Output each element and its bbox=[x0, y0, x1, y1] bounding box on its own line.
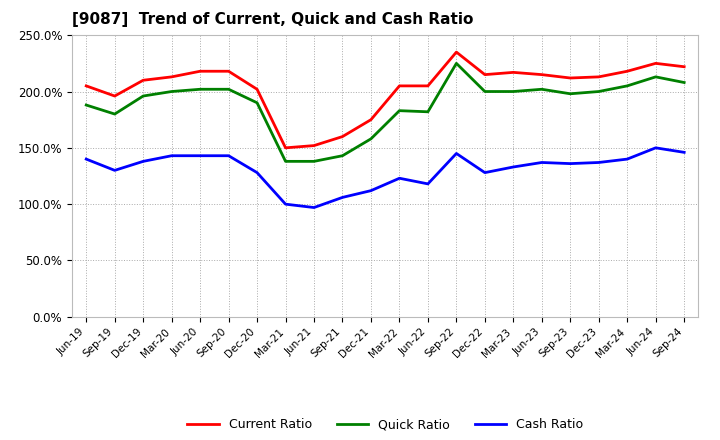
Current Ratio bbox=[566, 75, 575, 81]
Quick Ratio bbox=[167, 89, 176, 94]
Cash Ratio bbox=[139, 159, 148, 164]
Current Ratio bbox=[338, 134, 347, 139]
Quick Ratio bbox=[452, 61, 461, 66]
Current Ratio bbox=[282, 145, 290, 150]
Cash Ratio bbox=[225, 153, 233, 158]
Quick Ratio bbox=[139, 93, 148, 99]
Quick Ratio bbox=[366, 136, 375, 142]
Cash Ratio bbox=[338, 195, 347, 200]
Cash Ratio bbox=[395, 176, 404, 181]
Quick Ratio bbox=[566, 91, 575, 96]
Quick Ratio bbox=[82, 103, 91, 108]
Line: Cash Ratio: Cash Ratio bbox=[86, 148, 684, 208]
Cash Ratio bbox=[366, 188, 375, 193]
Current Ratio bbox=[253, 87, 261, 92]
Line: Quick Ratio: Quick Ratio bbox=[86, 63, 684, 161]
Current Ratio bbox=[167, 74, 176, 80]
Cash Ratio bbox=[595, 160, 603, 165]
Current Ratio bbox=[225, 69, 233, 74]
Cash Ratio bbox=[509, 165, 518, 170]
Current Ratio bbox=[509, 70, 518, 75]
Quick Ratio bbox=[310, 159, 318, 164]
Cash Ratio bbox=[452, 151, 461, 156]
Cash Ratio bbox=[196, 153, 204, 158]
Current Ratio bbox=[310, 143, 318, 148]
Quick Ratio bbox=[623, 83, 631, 88]
Cash Ratio bbox=[253, 170, 261, 175]
Current Ratio bbox=[480, 72, 489, 77]
Current Ratio bbox=[82, 83, 91, 88]
Quick Ratio bbox=[509, 89, 518, 94]
Current Ratio bbox=[452, 49, 461, 55]
Legend: Current Ratio, Quick Ratio, Cash Ratio: Current Ratio, Quick Ratio, Cash Ratio bbox=[182, 413, 588, 436]
Quick Ratio bbox=[110, 111, 119, 117]
Cash Ratio bbox=[652, 145, 660, 150]
Current Ratio bbox=[652, 61, 660, 66]
Quick Ratio bbox=[282, 159, 290, 164]
Cash Ratio bbox=[167, 153, 176, 158]
Current Ratio bbox=[537, 72, 546, 77]
Quick Ratio bbox=[225, 87, 233, 92]
Quick Ratio bbox=[253, 100, 261, 106]
Quick Ratio bbox=[423, 109, 432, 114]
Cash Ratio bbox=[82, 157, 91, 162]
Current Ratio bbox=[423, 83, 432, 88]
Quick Ratio bbox=[652, 74, 660, 80]
Current Ratio bbox=[680, 64, 688, 70]
Current Ratio bbox=[395, 83, 404, 88]
Line: Current Ratio: Current Ratio bbox=[86, 52, 684, 148]
Quick Ratio bbox=[338, 153, 347, 158]
Quick Ratio bbox=[395, 108, 404, 114]
Current Ratio bbox=[623, 69, 631, 74]
Cash Ratio bbox=[680, 150, 688, 155]
Quick Ratio bbox=[537, 87, 546, 92]
Cash Ratio bbox=[423, 181, 432, 187]
Cash Ratio bbox=[310, 205, 318, 210]
Cash Ratio bbox=[110, 168, 119, 173]
Cash Ratio bbox=[566, 161, 575, 166]
Cash Ratio bbox=[282, 202, 290, 207]
Quick Ratio bbox=[680, 80, 688, 85]
Cash Ratio bbox=[623, 157, 631, 162]
Quick Ratio bbox=[480, 89, 489, 94]
Quick Ratio bbox=[595, 89, 603, 94]
Current Ratio bbox=[366, 117, 375, 122]
Text: [9087]  Trend of Current, Quick and Cash Ratio: [9087] Trend of Current, Quick and Cash … bbox=[72, 12, 473, 27]
Current Ratio bbox=[110, 93, 119, 99]
Current Ratio bbox=[139, 77, 148, 83]
Current Ratio bbox=[196, 69, 204, 74]
Quick Ratio bbox=[196, 87, 204, 92]
Cash Ratio bbox=[537, 160, 546, 165]
Current Ratio bbox=[595, 74, 603, 80]
Cash Ratio bbox=[480, 170, 489, 175]
